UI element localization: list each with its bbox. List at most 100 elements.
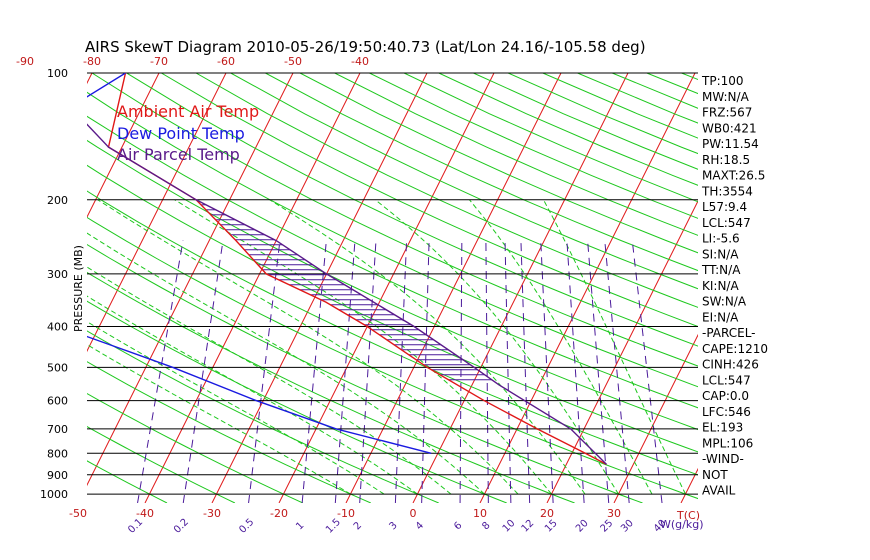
isobar-lines <box>87 72 698 495</box>
top-temperature-tick-label: -60 <box>217 55 235 68</box>
mixing-ratio-unit-label: W(g/kg) <box>660 518 704 531</box>
top-temperature-tick-label: -40 <box>351 55 369 68</box>
top-temperature-tick-labels: -120-110-100-90-80-70-60-50-40 <box>16 55 369 68</box>
sounding-stat-label: TT:N/A <box>701 263 741 277</box>
pressure-tick-label: 600 <box>47 395 68 408</box>
sounding-stat-label: TP:100 <box>701 74 744 88</box>
pressure-tick-label: 900 <box>47 469 68 482</box>
pressure-tick-label: 400 <box>47 321 68 334</box>
legend-air-parcel-temp: Air Parcel Temp <box>117 145 240 164</box>
top-temperature-tick-label: -90 <box>16 55 34 68</box>
sounding-stat-label: RH:18.5 <box>702 153 750 167</box>
isotherm-line <box>87 73 227 353</box>
dry-adiabat-line <box>87 139 698 431</box>
chart-title: AIRS SkewT Diagram 2010-05-26/19:50:40.7… <box>85 38 646 56</box>
dry-adiabat-line <box>230 73 698 290</box>
moist-adiabat-line <box>269 199 586 495</box>
dry-adiabat-line <box>126 73 698 347</box>
mixing-ratio-line <box>604 240 630 503</box>
bottom-temperature-tick-labels: -50 -40 -30 -20 -10 0 10 20 30 <box>69 507 621 520</box>
mixing-ratio-line <box>182 240 224 503</box>
dry-adiabat-line <box>87 300 507 503</box>
mixing-ratio-line <box>566 240 585 503</box>
dry-adiabat-line <box>91 73 698 367</box>
mixing-ratio-line <box>248 240 281 503</box>
dry-adiabat-line <box>87 115 698 409</box>
sounding-stat-label: CAP:0.0 <box>702 389 749 403</box>
dry-adiabat-line <box>87 190 698 476</box>
mixing-ratio-line <box>301 240 327 503</box>
sounding-stat-label: -WIND- <box>702 452 744 466</box>
bottom-temperature-tick-label: 10 <box>473 507 487 520</box>
bottom-temperature-tick-label: -40 <box>136 507 154 520</box>
isotherm-line <box>211 73 428 503</box>
dry-adiabat-line <box>87 243 643 503</box>
dry-adiabat-line <box>87 460 168 503</box>
bottom-temperature-tick-label: 30 <box>607 507 621 520</box>
sounding-stat-label: LFC:546 <box>702 405 751 419</box>
mixing-ratio-line <box>334 240 356 503</box>
dry-adiabat-line <box>299 73 698 254</box>
moist-adiabat-line <box>87 343 351 495</box>
temperature-unit-label: T(C) <box>676 509 700 522</box>
bottom-temperature-tick-label: -10 <box>337 507 355 520</box>
sounding-stat-label: LI:-5.6 <box>702 232 740 246</box>
sounding-stat-label: EI:N/A <box>702 310 739 324</box>
top-temperature-tick-label: -80 <box>83 55 101 68</box>
dry-adiabat-line <box>87 216 698 500</box>
pressure-tick-labels: 100 200 300 400 500 600 700 800 900 1000 <box>40 67 68 501</box>
isotherm-line <box>144 73 361 503</box>
mixing-ratio-line <box>359 240 377 503</box>
sounding-stat-label: MAXT:26.5 <box>702 169 765 183</box>
mixing-ratio-line <box>504 240 512 503</box>
dew-point-temp-line <box>87 73 432 454</box>
mixing-ratio-line <box>485 240 489 503</box>
legend-ambient-air-temp: Ambient Air Temp <box>117 102 259 121</box>
isotherm-line <box>87 73 294 487</box>
isotherm-line <box>546 199 698 503</box>
dry-adiabat-line <box>161 73 698 328</box>
dry-adiabat-line <box>87 164 698 453</box>
pressure-tick-label: 1000 <box>40 488 68 501</box>
moist-adiabat-line <box>174 199 552 495</box>
moist-adiabat-line <box>87 232 485 495</box>
pressure-tick-label: 100 <box>47 67 68 80</box>
pressure-tick-label: 500 <box>47 361 68 374</box>
sounding-stat-label: NOT <box>702 468 728 482</box>
bottom-temperature-tick-label: -50 <box>69 507 87 520</box>
isotherm-line <box>613 333 698 503</box>
mixing-ratio-line <box>394 240 408 503</box>
isotherm-line <box>412 73 629 503</box>
sounding-stat-label: MW:N/A <box>702 90 750 104</box>
sounding-stat-label: KI:N/A <box>702 279 739 293</box>
top-temperature-tick-label: -50 <box>284 55 302 68</box>
pressure-tick-label: 800 <box>47 447 68 460</box>
mixing-ratio-lines <box>137 240 663 503</box>
sounding-stat-label: EL:193 <box>702 421 743 435</box>
isotherm-line <box>87 73 160 219</box>
bottom-temperature-tick-label: 0 <box>410 507 417 520</box>
pressure-tick-label: 700 <box>47 423 68 436</box>
mixing-ratio-line <box>587 240 610 503</box>
sounding-stat-label: SI:N/A <box>702 247 739 261</box>
sounding-stat-label: CAPE:1210 <box>702 342 768 356</box>
sounding-stat-label: -PARCEL- <box>702 326 756 340</box>
dry-adiabat-line <box>87 361 371 503</box>
sounding-stat-label: FRZ:567 <box>702 106 752 120</box>
mixing-ratio-line <box>421 240 430 503</box>
dry-adiabat-line <box>87 271 575 503</box>
sounding-stat-label: TH:3554 <box>701 184 753 198</box>
dry-adiabat-line <box>195 73 698 308</box>
bottom-temperature-tick-label: 20 <box>540 507 554 520</box>
legend-dew-point-temp: Dew Point Temp <box>117 124 245 143</box>
mixing-ratio-line <box>459 240 463 503</box>
dry-adiabat-line <box>87 426 236 503</box>
sounding-series <box>87 73 607 466</box>
sounding-stat-label: WB0:421 <box>702 121 757 135</box>
dry-adiabat-line <box>87 330 439 503</box>
top-temperature-tick-label: -70 <box>150 55 168 68</box>
sounding-stat-label: MPL:106 <box>702 436 753 450</box>
